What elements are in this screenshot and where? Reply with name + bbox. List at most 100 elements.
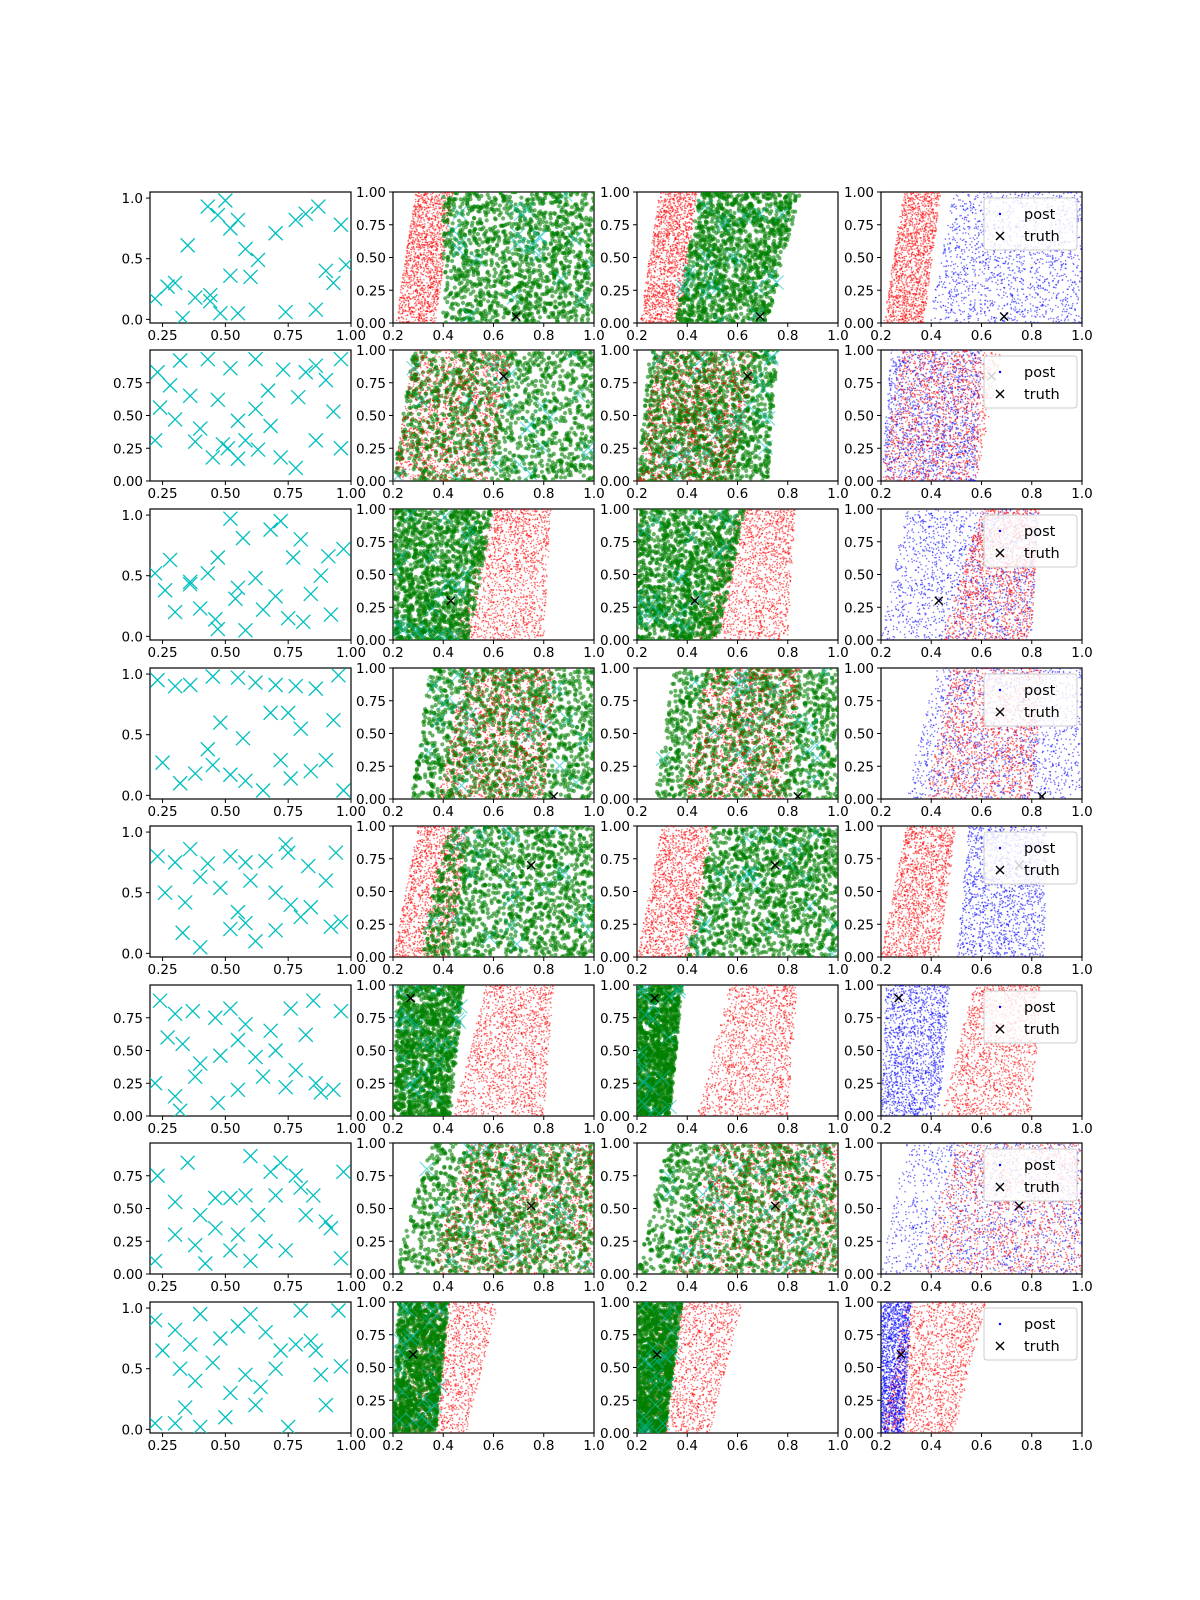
scatter-point — [408, 255, 410, 257]
scatter-point — [656, 228, 658, 230]
scatter-point — [415, 228, 417, 230]
scatter-point — [668, 235, 670, 237]
scatter-point — [663, 277, 665, 279]
scatter-point — [590, 251, 594, 255]
scatter-point — [415, 254, 417, 256]
scatter-point — [681, 198, 683, 200]
scatter-point — [424, 209, 426, 211]
scatter-point — [666, 320, 668, 322]
scatter-point — [677, 262, 679, 264]
scatter-point — [435, 263, 437, 265]
scatter-point — [418, 300, 420, 302]
scatter-point — [493, 225, 497, 229]
scatter-point — [666, 253, 668, 255]
scatter-point — [414, 210, 416, 212]
scatter-point — [671, 206, 673, 208]
scatter-point — [687, 206, 689, 208]
scatter-point — [664, 243, 666, 245]
scatter-point — [461, 301, 465, 305]
scatter-point — [415, 212, 417, 214]
scatter-point — [647, 300, 649, 302]
scatter-point — [438, 280, 440, 282]
scatter-point — [669, 212, 671, 214]
scatter-point — [408, 311, 410, 313]
scatter-point — [647, 275, 649, 277]
scatter-point — [429, 224, 431, 226]
scatter-point — [590, 206, 594, 210]
scatter-point — [417, 272, 419, 274]
scatter-point — [676, 229, 678, 231]
scatter-point — [417, 203, 419, 205]
scatter-point — [657, 220, 659, 222]
scatter-point — [668, 263, 670, 265]
scatter-point — [645, 321, 647, 323]
scatter-point — [419, 276, 421, 278]
scatter-point — [683, 194, 685, 196]
scatter-point — [415, 201, 417, 203]
scatter-point — [423, 318, 425, 320]
scatter-point — [672, 313, 674, 315]
scatter-point — [661, 228, 663, 230]
scatter-point — [667, 276, 669, 278]
scatter-point — [426, 244, 428, 246]
scatter-point — [438, 197, 440, 199]
scatter-point — [404, 275, 406, 277]
scatter-point — [672, 297, 674, 299]
sample-marker — [218, 193, 232, 207]
scatter-point — [660, 303, 662, 305]
scatter-point — [435, 250, 437, 252]
scatter-point — [435, 284, 437, 286]
scatter-point — [653, 242, 655, 244]
scatter-point — [433, 297, 435, 299]
scatter-point — [686, 233, 688, 235]
scatter-point — [427, 222, 429, 224]
scatter-point — [460, 288, 464, 292]
scatter-point — [409, 283, 411, 285]
scatter-point — [405, 273, 407, 275]
scatter-point — [575, 253, 579, 257]
scatter-point — [420, 281, 422, 283]
scatter-point — [400, 289, 402, 291]
scatter-point — [415, 260, 417, 262]
scatter-point — [412, 258, 414, 260]
scatter-point — [656, 215, 658, 217]
scatter-point — [434, 281, 436, 283]
scatter-point — [466, 256, 470, 260]
scatter-point — [433, 271, 435, 273]
scatter-point — [430, 311, 432, 313]
scatter-point — [424, 257, 426, 259]
scatter-point — [422, 263, 424, 265]
scatter-point — [670, 299, 672, 301]
scatter-point — [538, 264, 542, 268]
scatter-point — [672, 244, 674, 246]
scatter-point — [446, 228, 448, 230]
scatter-point — [458, 205, 462, 209]
scatter-point — [661, 300, 663, 302]
scatter-point — [688, 230, 690, 232]
scatter-point — [532, 270, 536, 274]
scatter-point — [570, 205, 574, 209]
scatter-point — [401, 301, 403, 303]
scatter-point — [658, 241, 660, 243]
scatter-point — [678, 219, 680, 221]
scatter-point — [430, 226, 432, 228]
scatter-point — [657, 292, 659, 294]
scatter-point — [524, 306, 528, 310]
scatter-point — [663, 211, 665, 213]
scatter-point — [421, 254, 423, 256]
scatter-point — [428, 219, 430, 221]
scatter-point — [673, 225, 675, 227]
scatter-point — [688, 227, 690, 229]
scatter-point — [442, 262, 444, 264]
scatter-point — [434, 307, 436, 309]
scatter-point — [422, 262, 424, 264]
y-tick-label: 0.5 — [122, 252, 143, 268]
scatter-point — [406, 291, 408, 293]
scatter-point — [524, 257, 528, 261]
scatter-point — [673, 203, 675, 205]
scatter-point — [676, 197, 678, 199]
scatter-point — [432, 193, 434, 195]
scatter-point — [403, 295, 405, 297]
scatter-point — [398, 304, 400, 306]
scatter-point — [410, 255, 412, 257]
